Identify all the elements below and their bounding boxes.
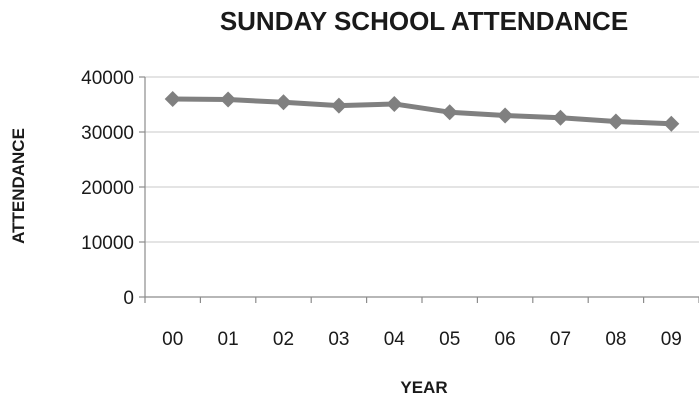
x-tick-label: 07 (550, 329, 571, 350)
tick-labels: 0 10000 20000 30000 40000 00 01 02 03 04 05 06 07 08 0… (81, 68, 682, 350)
y-tick-label: 20000 (81, 178, 134, 199)
y-tick-label: 10000 (81, 233, 134, 254)
x-tick-label: 09 (661, 329, 682, 350)
data-point-marker (607, 113, 624, 130)
y-tick-label: 30000 (81, 123, 134, 144)
chart-title: SUNDAY SCHOOL ATTENDANCE (220, 6, 628, 36)
x-tick-label: 08 (605, 329, 626, 350)
series-line (172, 96, 672, 127)
x-tick-label: 06 (495, 329, 516, 350)
gridlines (145, 76, 699, 243)
data-point-marker (552, 109, 569, 126)
data-point-marker (441, 104, 458, 121)
data-point-marker (330, 97, 347, 114)
data-point-marker (275, 94, 292, 111)
x-axis-title: YEAR (400, 378, 447, 397)
x-tick-label: 03 (328, 329, 349, 350)
data-point-marker (386, 95, 403, 112)
x-tick-label: 05 (439, 329, 460, 350)
y-tick-label: 40000 (81, 68, 134, 89)
y-axis-title: ATTENDANCE (9, 128, 28, 244)
x-tick-label: 00 (162, 329, 183, 350)
axes (139, 76, 699, 303)
data-point-marker (164, 91, 181, 107)
series-layer (164, 91, 680, 132)
data-point-marker (220, 91, 237, 108)
data-point-marker (663, 115, 680, 132)
x-tick-label: 02 (273, 329, 294, 350)
x-tick-label: 01 (218, 329, 239, 350)
x-tick-label: 04 (384, 329, 406, 350)
data-point-marker (497, 107, 514, 124)
y-tick-label: 0 (123, 288, 134, 309)
